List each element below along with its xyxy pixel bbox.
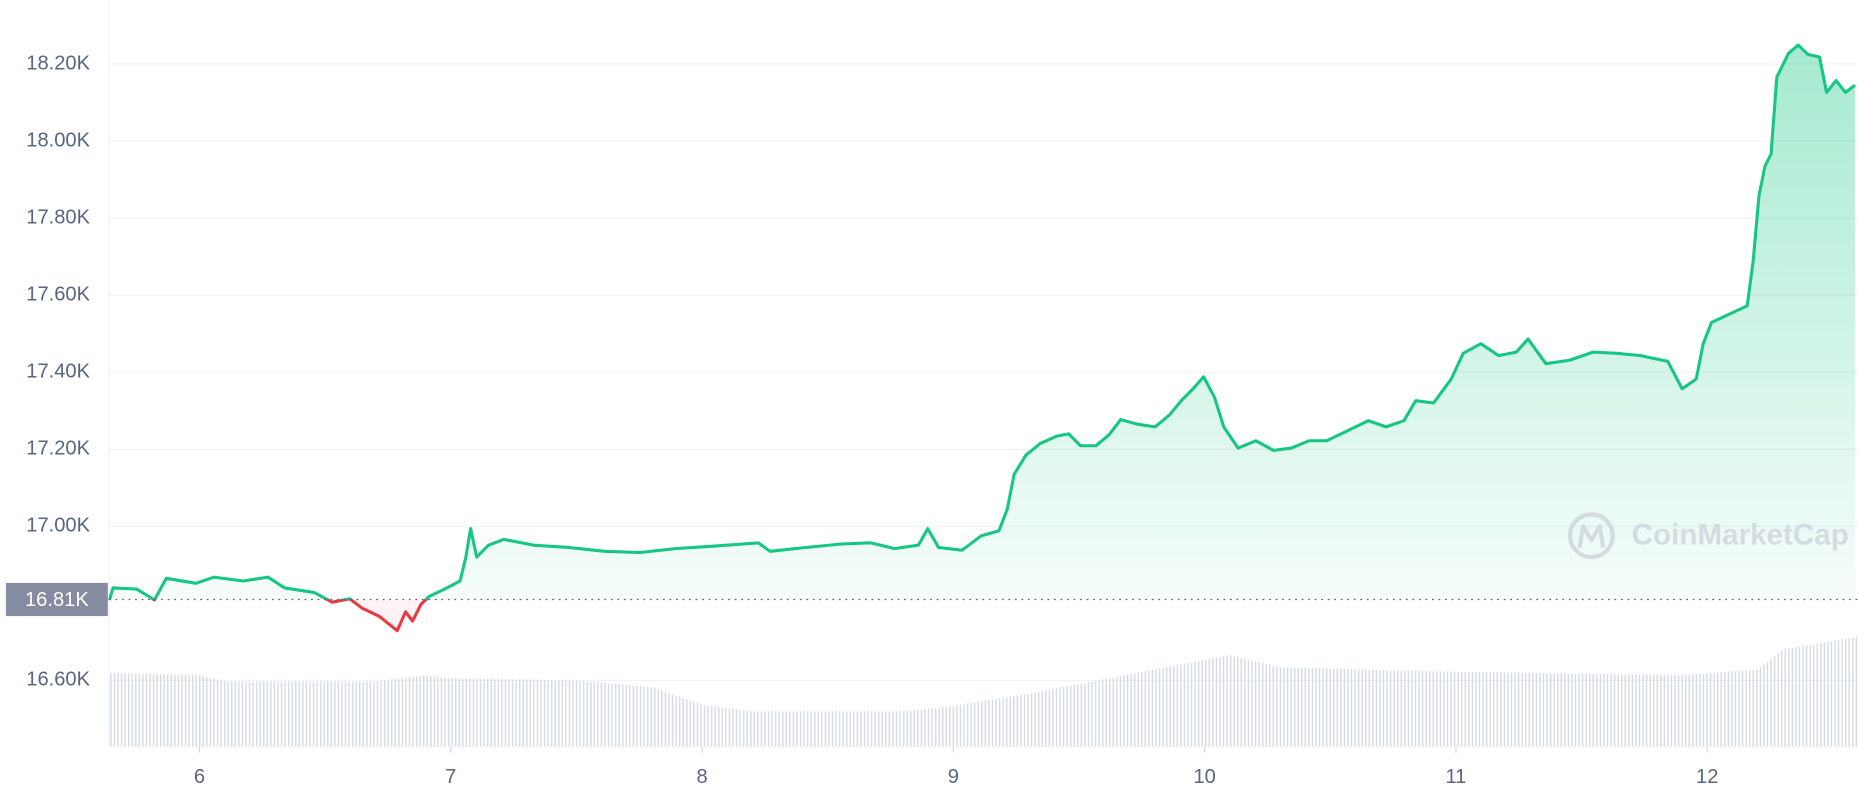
watermark-logo [1567,512,1615,560]
y-tick-label: 17.60K [26,283,90,305]
y-tick-label: 17.40K [26,360,90,382]
x-tick-label: 7 [445,766,456,788]
watermark-logo [1577,524,1606,548]
x-tick-label: 6 [194,766,205,788]
x-tick-label: 11 [1445,766,1466,788]
y-tick-label: 16.60K [26,669,90,691]
y-tick-label: 17.00K [26,515,90,537]
x-tick-label: 10 [1193,766,1215,788]
watermark-text: CoinMarketCap [1632,519,1849,552]
volume-area [109,636,1858,747]
baseline-label: 16.81K [25,589,89,611]
watermark: CoinMarketCap [1567,512,1849,560]
x-tick-label: 9 [948,766,959,788]
x-tick-label: 12 [1696,766,1718,788]
baseline-label-box [5,582,108,617]
y-tick-label: 18.00K [26,129,90,151]
x-tick-label: 8 [696,766,707,788]
y-tick-label: 17.80K [26,206,90,228]
price-area [109,45,1855,600]
price-line-below [108,599,429,633]
price-line [108,43,1856,600]
y-tick-label: 18.20K [26,52,90,74]
y-tick-label: 17.20K [26,438,90,460]
